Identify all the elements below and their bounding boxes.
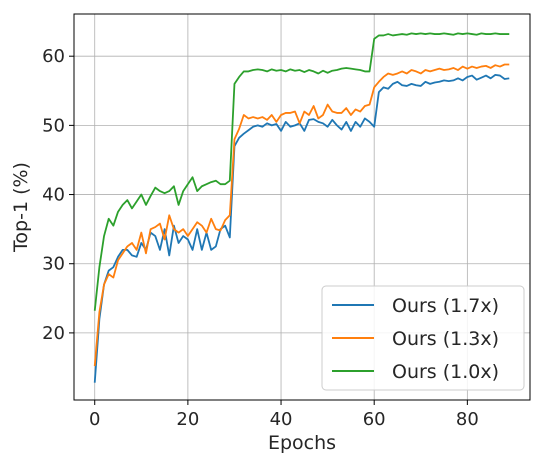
y-tick-label: 30 [42, 254, 65, 275]
plot-frame [73, 13, 531, 401]
y-tick-label: 60 [42, 46, 65, 67]
y-tick-label: 40 [42, 185, 65, 206]
series-lines [93, 32, 510, 383]
legend: Ours (1.7x) Ours (1.3x) Ours (1.0x) [321, 285, 525, 391]
y-tick-label: 20 [42, 323, 65, 344]
x-tick-label: 0 [89, 409, 100, 430]
y-axis-label: Top-1 (%) [10, 162, 32, 253]
x-tick-label: 20 [176, 409, 199, 430]
grid-lines [74, 14, 530, 400]
x-tick-label: 80 [456, 409, 479, 430]
axis-ticks: 0 20 40 60 80 20 30 40 50 60 [42, 46, 479, 430]
legend-label-ours-1-3x: Ours (1.3x) [392, 328, 499, 350]
series-line-1 [93, 63, 510, 367]
legend-box [321, 285, 525, 391]
legend-label-ours-1-0x: Ours (1.0x) [392, 361, 499, 383]
x-axis-label: Epochs [268, 432, 336, 454]
series-line-2 [93, 32, 510, 311]
x-tick-label: 60 [363, 409, 386, 430]
series-line-0 [93, 73, 510, 383]
x-tick-label: 40 [270, 409, 293, 430]
y-tick-label: 50 [42, 115, 65, 136]
legend-label-ours-1-7x: Ours (1.7x) [392, 295, 499, 317]
